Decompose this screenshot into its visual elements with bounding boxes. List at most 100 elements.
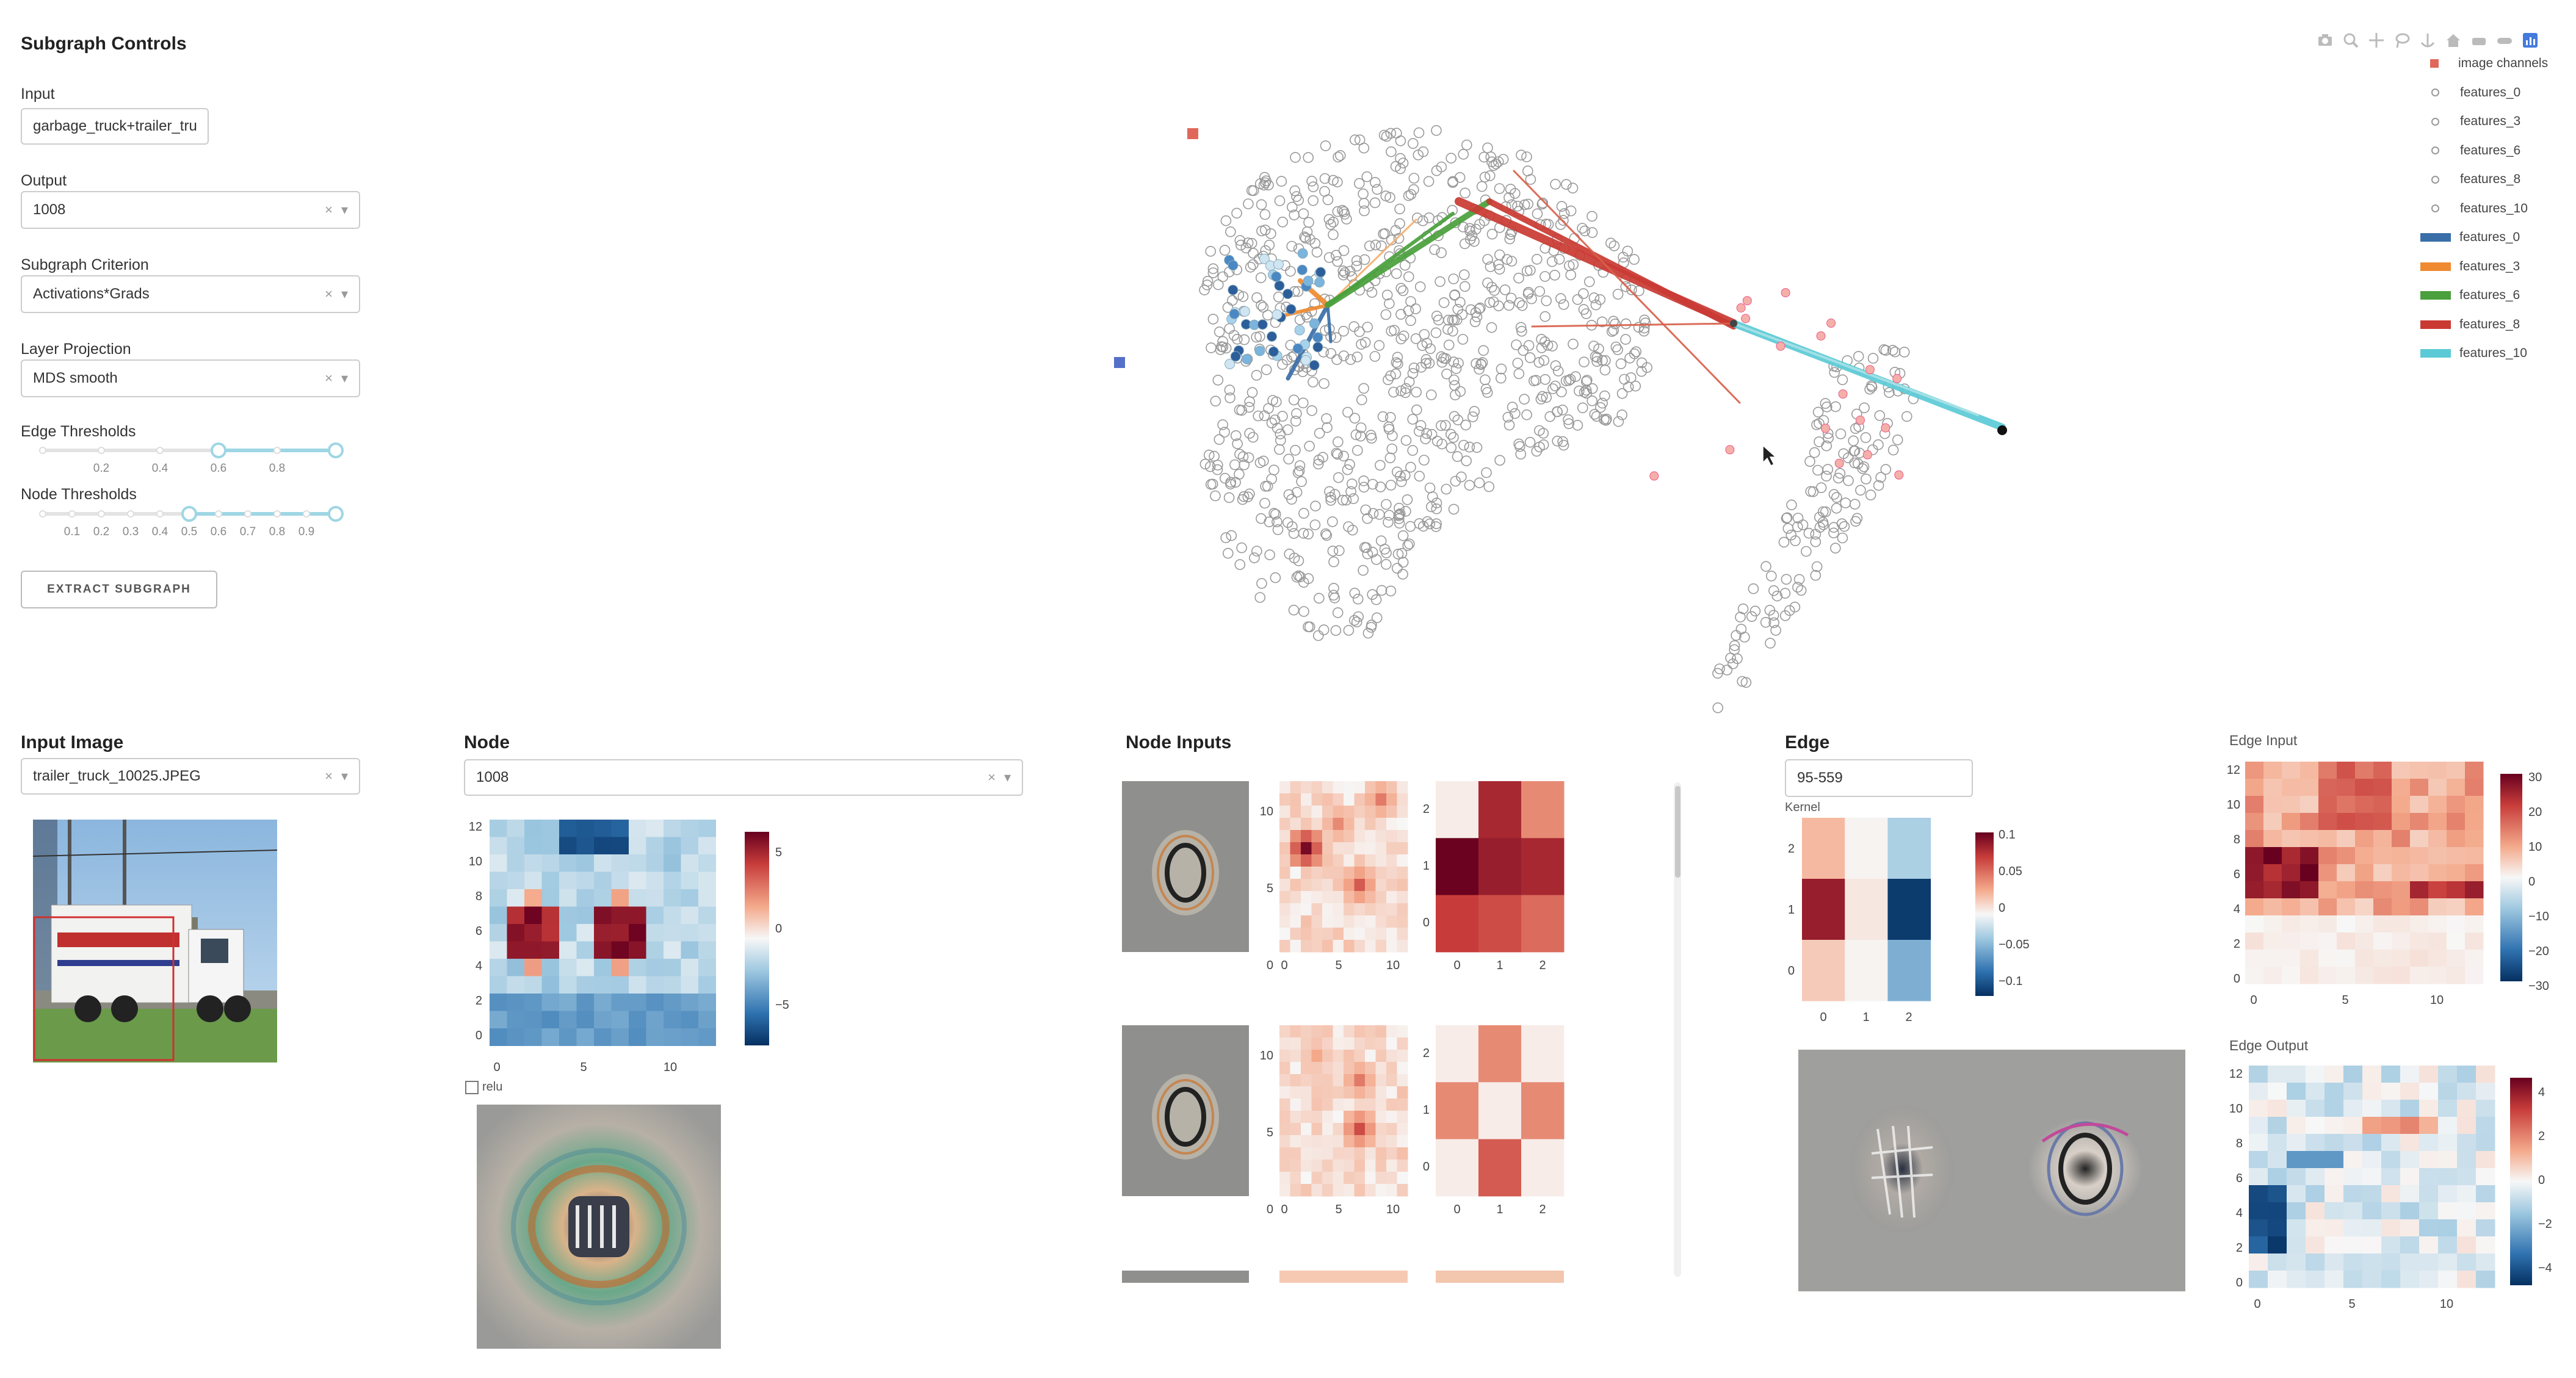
graph-node[interactable] — [1586, 395, 1598, 406]
graph-node[interactable] — [1225, 226, 1236, 237]
graph-node[interactable] — [1328, 175, 1339, 186]
graph-node[interactable] — [1532, 208, 1543, 220]
active-graph-node[interactable] — [1892, 373, 1902, 383]
legend-item[interactable]: features_6 — [2420, 143, 2520, 158]
graph-node[interactable] — [1220, 472, 1231, 484]
graph-node[interactable] — [1482, 254, 1493, 265]
graph-node[interactable] — [1600, 414, 1612, 426]
graph-node[interactable] — [1570, 371, 1581, 383]
graph-node[interactable] — [1521, 265, 1533, 276]
graph-node[interactable] — [1422, 516, 1433, 527]
graph-node[interactable] — [1525, 174, 1536, 185]
graph-node[interactable] — [1460, 187, 1471, 199]
graph-node[interactable] — [1398, 330, 1409, 342]
graph-node[interactable] — [1555, 293, 1566, 305]
graph-node[interactable] — [1452, 451, 1463, 462]
graph-node[interactable] — [1419, 455, 1430, 466]
active-graph-node[interactable] — [1312, 332, 1323, 343]
graph-node[interactable] — [1536, 342, 1547, 353]
graph-node[interactable] — [1405, 315, 1416, 326]
graph-node[interactable] — [1232, 438, 1243, 450]
active-graph-node[interactable] — [1816, 331, 1826, 341]
graph-node[interactable] — [1394, 203, 1405, 215]
graph-node[interactable] — [1337, 269, 1349, 281]
graph-node[interactable] — [1346, 478, 1358, 489]
graph-node[interactable] — [1781, 513, 1792, 524]
graph-node[interactable] — [1295, 571, 1306, 583]
active-graph-node[interactable] — [1283, 289, 1293, 300]
graph-node[interactable] — [1256, 225, 1267, 237]
graph-node[interactable] — [1515, 449, 1527, 460]
graph-node[interactable] — [1392, 358, 1403, 370]
graph-node[interactable] — [1338, 450, 1349, 462]
graph-node[interactable] — [1326, 516, 1338, 527]
subgraph-plot[interactable] — [1087, 24, 2564, 714]
graph-node[interactable] — [1408, 173, 1420, 184]
graph-node[interactable] — [1203, 449, 1215, 461]
graph-node[interactable] — [1334, 150, 1346, 161]
graph-node[interactable] — [1474, 364, 1485, 375]
graph-node[interactable] — [1405, 521, 1416, 532]
graph-node[interactable] — [1495, 372, 1507, 384]
graph-node[interactable] — [1605, 237, 1616, 249]
graph-node[interactable] — [1494, 183, 1505, 194]
graph-node[interactable] — [1322, 422, 1333, 433]
graph-node[interactable] — [1384, 298, 1395, 309]
graph-node[interactable] — [1830, 401, 1841, 413]
graph-node[interactable] — [1259, 225, 1271, 236]
graph-node[interactable] — [1615, 358, 1627, 369]
graph-node[interactable] — [1887, 345, 1898, 356]
graph-node[interactable] — [1563, 414, 1574, 425]
graph-node[interactable] — [1285, 265, 1296, 277]
graph-node[interactable] — [1385, 585, 1397, 597]
graph-node[interactable] — [1390, 368, 1402, 380]
relu-checkbox[interactable] — [465, 1080, 479, 1094]
graph-node[interactable] — [1407, 414, 1419, 425]
active-graph-node[interactable] — [1736, 303, 1746, 312]
graph-node[interactable] — [1597, 355, 1608, 366]
graph-node[interactable] — [1467, 411, 1478, 422]
active-graph-node[interactable] — [1881, 423, 1890, 433]
graph-node[interactable] — [1623, 381, 1634, 392]
active-graph-node[interactable] — [1894, 470, 1904, 480]
graph-node[interactable] — [1411, 386, 1422, 398]
graph-node[interactable] — [1831, 502, 1842, 514]
graph-node[interactable] — [1294, 460, 1306, 471]
graph-node[interactable] — [1369, 176, 1381, 188]
graph-node[interactable] — [1541, 295, 1552, 306]
graph-node[interactable] — [1766, 571, 1777, 582]
graph-node[interactable] — [1580, 384, 1592, 396]
graph-node[interactable] — [1227, 295, 1238, 306]
graph-node[interactable] — [1552, 435, 1563, 447]
graph-node[interactable] — [1591, 356, 1602, 367]
graph-node[interactable] — [1259, 177, 1271, 189]
graph-node[interactable] — [1513, 272, 1524, 284]
graph-node[interactable] — [1270, 572, 1281, 583]
graph-node[interactable] — [1386, 443, 1398, 455]
graph-node[interactable] — [1875, 472, 1886, 483]
graph-node[interactable] — [1431, 436, 1443, 447]
graph-node[interactable] — [1397, 157, 1409, 168]
graph-node[interactable] — [1599, 390, 1610, 402]
graph-node[interactable] — [1482, 277, 1493, 289]
graph-node[interactable] — [1268, 508, 1279, 519]
graph-node[interactable] — [1471, 358, 1482, 369]
graph-node[interactable] — [1440, 420, 1451, 431]
graph-node[interactable] — [1524, 352, 1536, 363]
graph-node[interactable] — [1595, 402, 1606, 413]
graph-node[interactable] — [1254, 592, 1266, 603]
graph-node[interactable] — [1284, 548, 1295, 560]
graph-node[interactable] — [1550, 380, 1561, 392]
graph-node[interactable] — [1388, 386, 1399, 398]
graph-node[interactable] — [1369, 351, 1381, 362]
graph-node[interactable] — [1286, 521, 1298, 532]
graph-node[interactable] — [1303, 152, 1314, 163]
active-graph-node[interactable] — [1649, 471, 1659, 481]
graph-node[interactable] — [1358, 142, 1370, 154]
graph-node[interactable] — [1349, 588, 1361, 599]
graph-node[interactable] — [1782, 523, 1794, 534]
graph-node[interactable] — [1460, 419, 1472, 431]
graph-edge[interactable] — [1326, 218, 1417, 306]
graph-node[interactable] — [1386, 146, 1397, 157]
graph-node[interactable] — [1810, 536, 1822, 547]
